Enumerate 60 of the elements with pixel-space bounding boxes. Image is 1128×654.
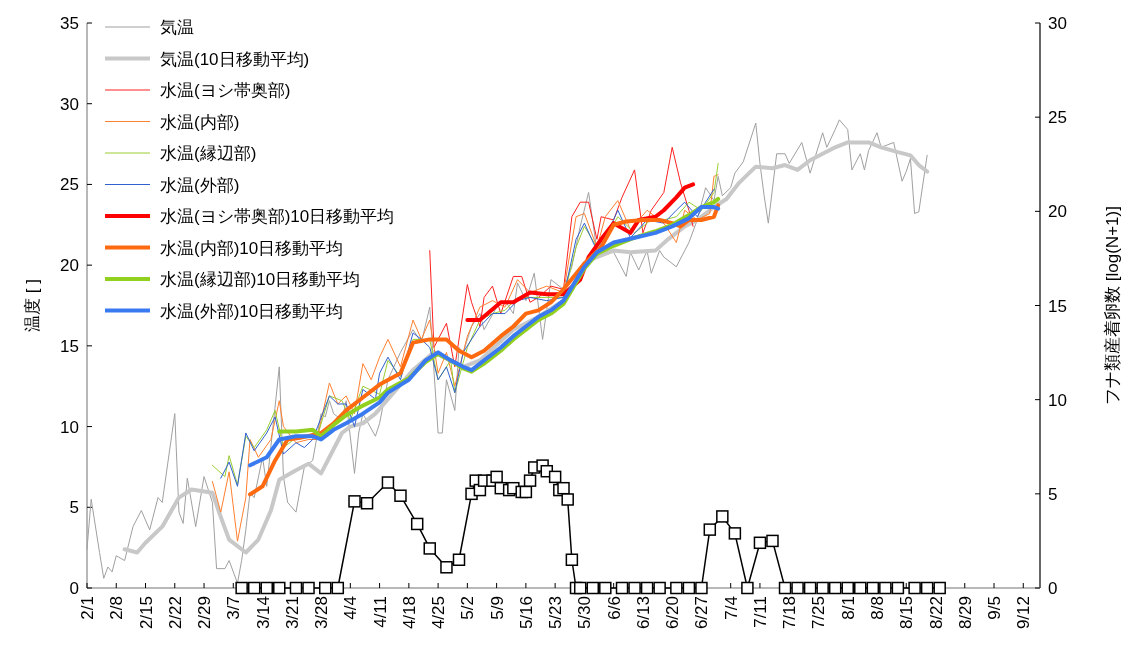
legend-label: 水温(ヨシ帯奥部)	[160, 81, 291, 100]
y2-tick-label: 30	[1048, 14, 1067, 33]
y2-tick-label: 0	[1048, 579, 1058, 598]
legend-label: 水温(ヨシ帯奥部)10日移動平均	[160, 207, 395, 226]
y-tick-label: 10	[60, 417, 79, 437]
x-tick-label: 8/29	[955, 596, 975, 630]
x-tick-label: 8/1	[838, 596, 858, 620]
x-tick-label: 4/4	[341, 596, 361, 620]
y-tick-label: 5	[69, 498, 79, 518]
y2-axis-title: フナ類産着卵数 [log(N+1)]	[1103, 206, 1122, 405]
x-tick-label: 6/27	[692, 596, 712, 630]
x-tick-label: 3/28	[312, 596, 332, 630]
y-tick-label: 0	[69, 579, 79, 598]
x-tick-label: 7/18	[780, 596, 800, 630]
x-tick-label: 6/13	[633, 596, 653, 630]
y2-tick-label: 20	[1048, 202, 1067, 222]
legend-label: 水温(外部)	[160, 175, 240, 195]
x-tick-label: 9/12	[1014, 596, 1034, 630]
y-tick-label: 20	[60, 256, 79, 276]
x-tick-label: 4/18	[399, 596, 419, 630]
x-tick-label: 5/9	[487, 596, 507, 620]
x-tick-label: 6/20	[663, 596, 683, 630]
x-tick-label: 4/11	[370, 596, 390, 628]
x-tick-label: 8/15	[897, 596, 917, 630]
x-tick-label: 3/14	[253, 596, 273, 630]
legend-label: 水温(内部)10日移動平均	[160, 238, 344, 258]
x-tick-label: 7/25	[809, 596, 829, 630]
x-tick-label: 3/7	[224, 596, 244, 620]
x-tick-label: 8/22	[926, 596, 946, 630]
x-tick-label: 6/6	[604, 596, 624, 620]
x-tick-label: 8/8	[867, 596, 887, 620]
y-tick-label: 35	[60, 14, 79, 33]
y-tick-label: 15	[60, 336, 79, 356]
x-tick-label: 2/29	[195, 596, 215, 630]
x-tick-label: 2/8	[107, 596, 127, 620]
y2-tick-label: 5	[1048, 484, 1058, 504]
x-tick-label: 5/30	[575, 596, 595, 630]
x-tick-label: 5/16	[516, 596, 536, 630]
y2-tick-label: 25	[1048, 108, 1067, 128]
x-tick-label: 2/22	[165, 596, 185, 630]
x-tick-label: 3/21	[282, 596, 302, 630]
x-tick-label: 9/5	[985, 596, 1005, 620]
y-axis-title: 温度 [ ]	[23, 279, 42, 332]
legend-label: 水温(縁辺部)	[160, 144, 257, 163]
y2-tick-label: 15	[1048, 296, 1067, 316]
legend-label: 水温(外部)10日移動平均	[160, 301, 344, 321]
legend-label: 気温	[160, 18, 194, 37]
legend-label: 気温(10日移動平均)	[160, 49, 310, 69]
legend-label: 水温(内部)	[160, 112, 240, 132]
legend-label: 水温(縁辺部)10日移動平均	[160, 270, 361, 289]
x-tick-label: 5/2	[458, 596, 478, 620]
x-tick-label: 2/1	[78, 596, 97, 620]
x-tick-label: 7/4	[721, 596, 741, 620]
x-tick-label: 5/23	[546, 596, 566, 630]
y-tick-label: 25	[60, 175, 79, 195]
x-tick-label: 4/25	[429, 596, 449, 630]
y2-tick-label: 10	[1048, 390, 1067, 410]
x-tick-label: 7/11	[750, 596, 770, 628]
x-tick-label: 2/15	[136, 596, 156, 630]
y-tick-label: 30	[60, 94, 79, 114]
